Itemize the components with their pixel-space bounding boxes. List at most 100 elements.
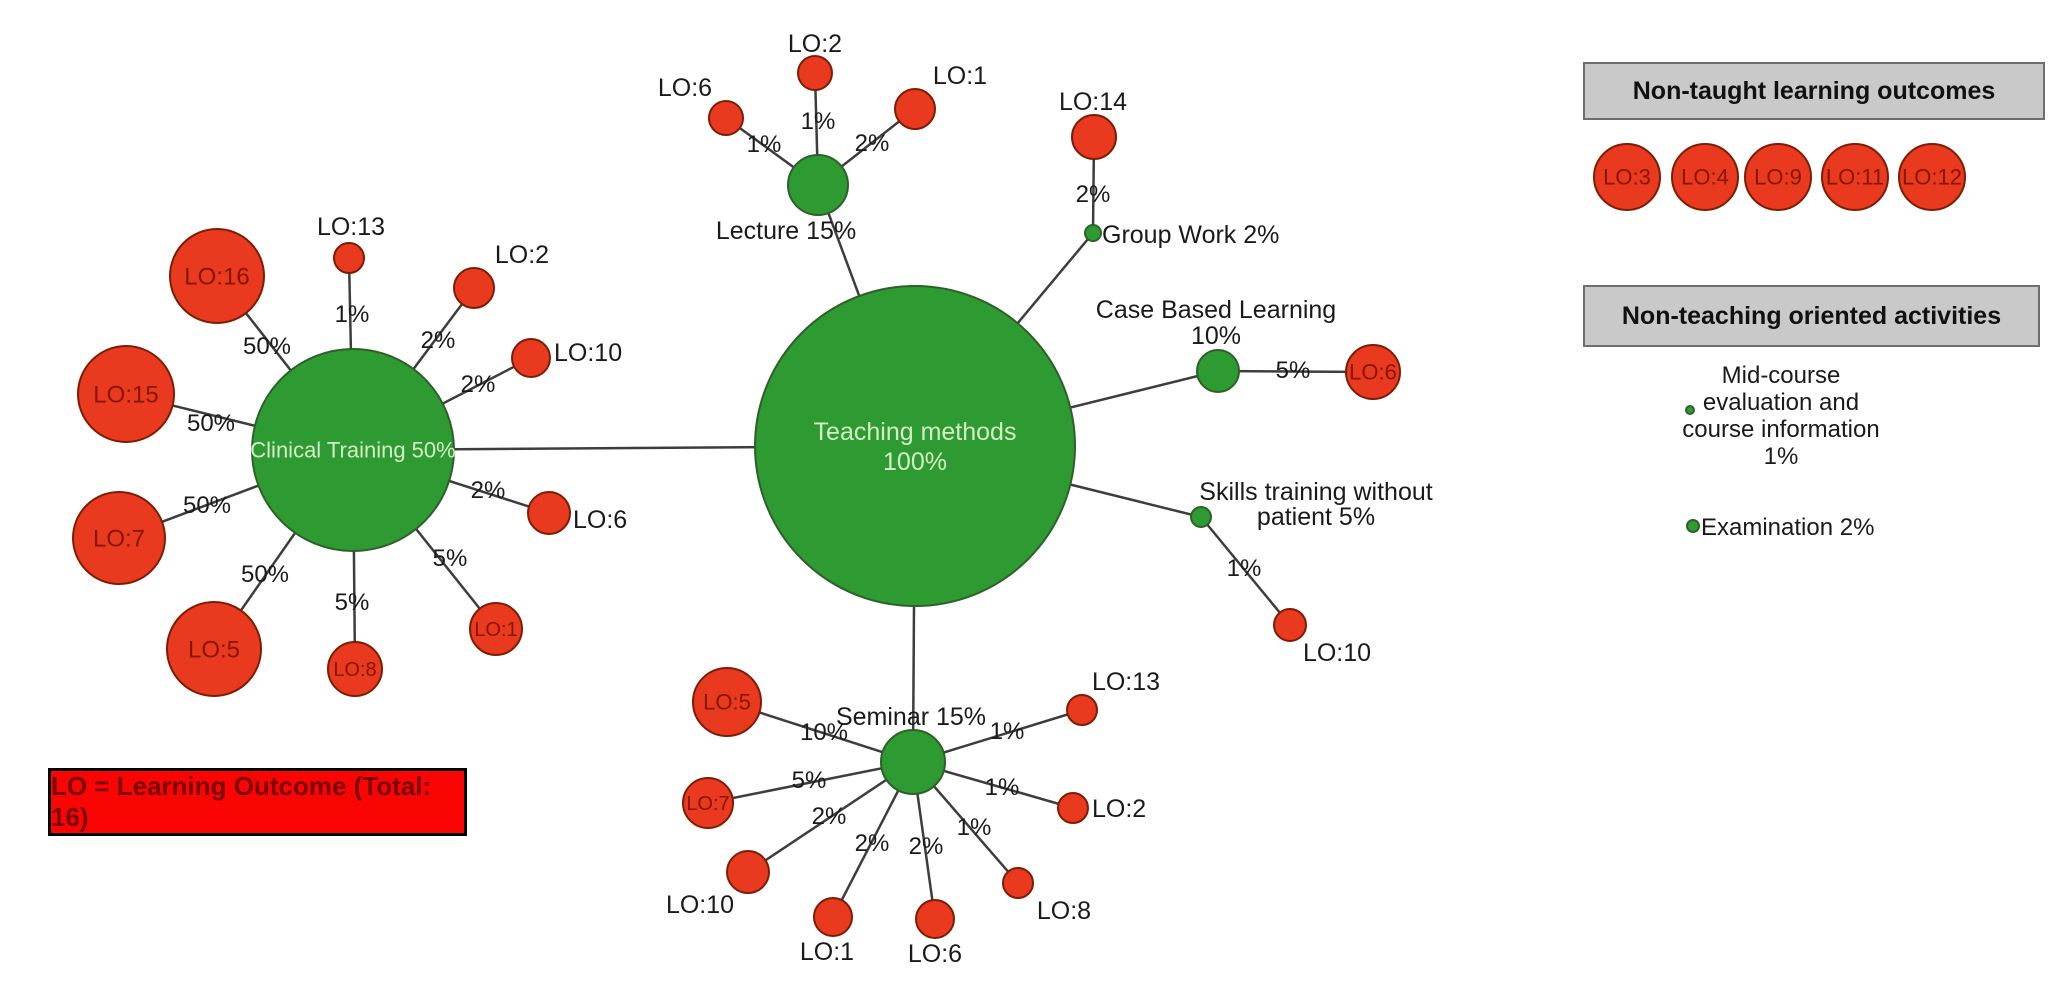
node-ext-label-sem-lo13: LO:13 (1092, 668, 1160, 696)
edge-label-seminar-sem-lo5: 10% (800, 719, 848, 746)
legend-nontaught-header: Non-taught learning outcomes (1583, 62, 2045, 120)
node-label-cl-lo7: LO:7 (93, 525, 145, 552)
node-casebased (1196, 349, 1240, 393)
edge-skills-sk-lo10 (1200, 516, 1291, 626)
node-lec-lo1 (894, 88, 936, 130)
node-label-sem-lo5: LO:5 (703, 690, 751, 715)
legend-nontaught-title: Non-taught learning outcomes (1632, 76, 1996, 105)
node-lecture (787, 154, 849, 216)
node-label-cl-lo8: LO:8 (333, 659, 376, 681)
node-cl-lo6r (527, 491, 571, 535)
edge-seminar-sem-lo7 (707, 760, 914, 805)
edge-label-seminar-sem-lo1: 2% (855, 830, 890, 857)
edge-label-lecture-lec-lo1: 2% (855, 130, 890, 157)
node-sem-lo7 (682, 777, 734, 829)
node-leg-lo12 (1898, 143, 1966, 211)
lo-annotation-box: LO = Learning Outcome (Total: 16) (48, 768, 467, 836)
edge-label-seminar-sem-lo2: 1% (985, 774, 1020, 801)
edge-label-seminar-sem-lo8: 1% (957, 814, 992, 841)
edge-label-groupwork-gw-lo14: 2% (1076, 181, 1111, 208)
node-label-leg-lo4: LO:4 (1681, 165, 1729, 190)
node-sem-lo5 (692, 667, 762, 737)
lo-annotation-text: LO = Learning Outcome (Total: 16) (51, 771, 432, 832)
node-dot-exam (1686, 519, 1700, 533)
edge-label-seminar-sem-lo13: 1% (990, 718, 1025, 745)
node-label-leg-lo9: LO:9 (1754, 165, 1802, 190)
node-lec-lo6 (708, 100, 744, 136)
node-ext-label-sem-lo2: LO:2 (1092, 795, 1146, 823)
node-label-cl-lo5: LO:5 (188, 636, 240, 663)
edge-label-clinical-cl-lo8: 5% (335, 589, 370, 616)
node-ext-label-groupwork: Group Work 2% (1102, 221, 1279, 249)
node-ext-label-skills: Skills training without (1199, 478, 1432, 506)
node-ext-label-skills: patient 5% (1257, 503, 1375, 531)
edge-label-clinical-cl-lo7: 50% (183, 492, 231, 519)
node-cl-lo13 (333, 242, 365, 274)
node-label-cl-lo15: LO:15 (93, 381, 158, 408)
node-leg-lo3 (1593, 143, 1661, 211)
edge-label-seminar-sem-lo6: 2% (909, 833, 944, 860)
node-ext-label-cl-lo10: LO:10 (554, 339, 622, 367)
node-ext-label-cl-lo13: LO:13 (317, 213, 385, 241)
node-groupwork (1084, 224, 1102, 242)
edge-seminar-sem-lo10 (747, 760, 914, 874)
edge-label-lecture-lec-lo2: 1% (801, 108, 836, 135)
node-label-clinical: Clinical Training 50% (250, 438, 455, 463)
node-label-cb-lo6: LO:6 (1349, 360, 1397, 385)
node-cl-lo10 (511, 338, 551, 378)
midcourse-line-4: 1% (1763, 443, 1799, 470)
node-cl-lo5 (166, 601, 262, 697)
node-sem-lo13 (1066, 694, 1098, 726)
node-ext-label-lecture: Lecture 15% (716, 217, 856, 245)
edge-label-seminar-sem-lo7: 5% (792, 767, 827, 794)
node-ext-label-lec-lo1: LO:1 (933, 62, 987, 90)
edge-label-casebased-cb-lo6: 5% (1276, 357, 1311, 384)
node-sem-lo8 (1002, 867, 1034, 899)
node-ext-label-gw-lo14: LO:14 (1059, 88, 1127, 116)
node-sk-lo10 (1273, 608, 1307, 642)
edge-label-lecture-lec-lo6: 1% (747, 131, 782, 158)
node-sem-lo10 (726, 850, 770, 894)
legend-activities-header: Non-teaching oriented activities (1583, 285, 2040, 347)
node-label-teaching: 100% (883, 448, 947, 476)
node-label-cl-lo16: LO:16 (184, 263, 249, 290)
midcourse-line-2: evaluation and (1702, 389, 1860, 416)
node-label-cl-lo1: LO:1 (474, 619, 517, 641)
node-seminar (880, 729, 946, 795)
node-cb-lo6 (1345, 344, 1401, 400)
node-label-leg-lo3: LO:3 (1603, 165, 1651, 190)
edge-label-skills-sk-lo10: 1% (1227, 555, 1262, 582)
node-sem-lo2 (1057, 792, 1089, 824)
node-label-leg-lo12: LO:12 (1902, 165, 1962, 190)
node-ext-label-casebased: Case Based Learning (1096, 296, 1336, 324)
node-label-teaching: Teaching methods (814, 418, 1017, 446)
node-sem-lo1 (813, 897, 853, 937)
edge-label-clinical-cl-lo5: 50% (241, 561, 289, 588)
node-label-leg-lo11: LO:11 (1826, 165, 1884, 190)
edge-label-clinical-cl-lo13: 1% (335, 301, 370, 328)
node-cl-lo16 (169, 228, 265, 324)
node-sem-lo6 (915, 899, 955, 939)
edge-label-clinical-cl-lo15: 50% (187, 410, 235, 437)
edge-label-clinical-cl-lo1: 5% (433, 545, 468, 572)
node-dot-midcourse (1685, 405, 1695, 415)
edge-label-seminar-sem-lo10: 2% (812, 803, 847, 830)
node-leg-lo11 (1821, 143, 1889, 211)
node-clinical (251, 348, 455, 552)
examination-label: Examination 2% (1701, 514, 1875, 541)
node-skills (1190, 506, 1212, 528)
node-ext-label-sem-lo10: LO:10 (666, 891, 734, 919)
edge-label-clinical-cl-lo10: 2% (461, 371, 496, 398)
node-ext-label-lec-lo2: LO:2 (788, 30, 842, 58)
edge-label-clinical-cl-lo2: 2% (421, 327, 456, 354)
node-ext-label-seminar: Seminar 15% (836, 703, 986, 731)
node-gw-lo14 (1071, 114, 1117, 160)
midcourse-line-3: course information (1682, 416, 1880, 443)
edge-label-clinical-cl-lo16: 50% (243, 333, 291, 360)
node-ext-label-cl-lo2: LO:2 (495, 241, 549, 269)
node-teaching (754, 285, 1076, 607)
node-label-sem-lo7: LO:7 (686, 793, 729, 815)
midcourse-evaluation-label: Mid-course evaluation and course informa… (1681, 362, 1881, 470)
node-cl-lo15 (77, 345, 175, 443)
